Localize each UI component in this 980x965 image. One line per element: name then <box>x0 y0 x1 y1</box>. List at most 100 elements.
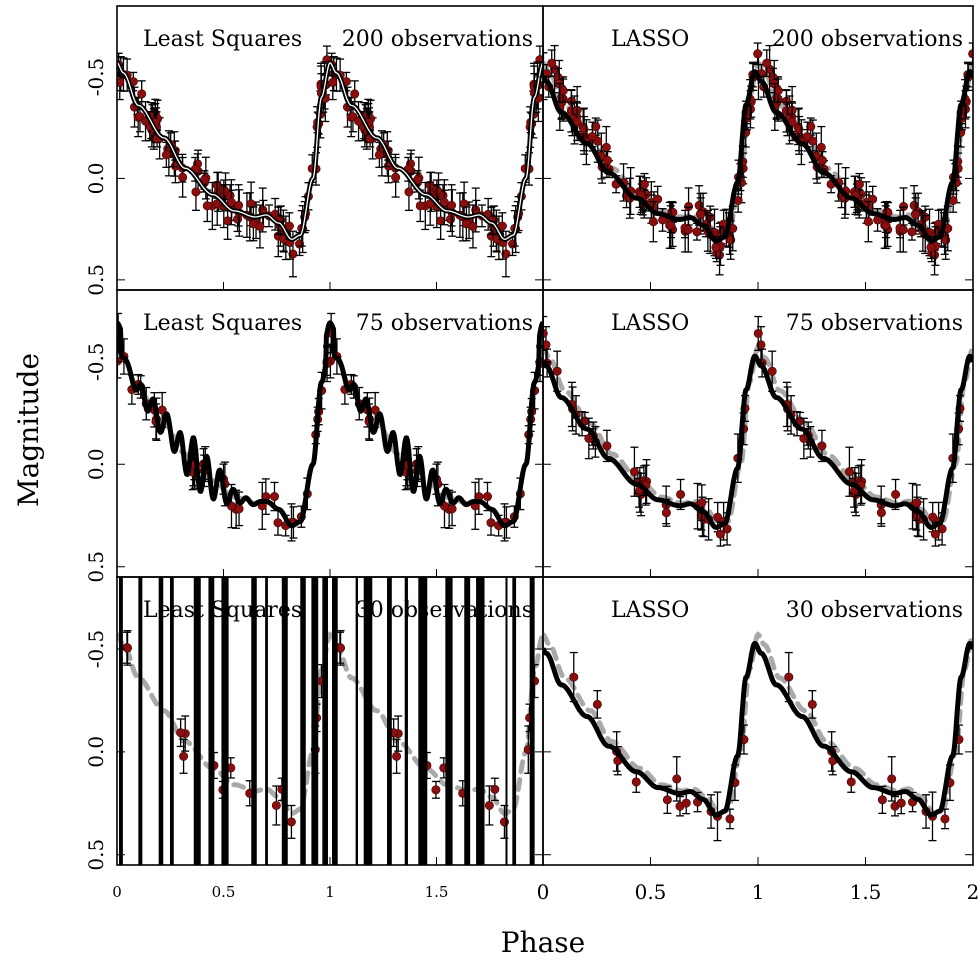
x-tick-label: 1.5 <box>425 883 449 901</box>
observation-point <box>817 441 827 451</box>
y-tick-label: 0.5 <box>84 551 108 583</box>
divergent-fit-spike <box>193 577 201 865</box>
observation-point <box>176 728 186 738</box>
observation-point <box>891 489 901 499</box>
divergent-fit-spike <box>265 577 268 865</box>
observation-point <box>592 699 602 709</box>
observation-point <box>447 504 457 514</box>
observation-point <box>881 220 891 230</box>
divergent-fit-spike <box>322 577 328 865</box>
observation-point <box>161 150 171 160</box>
observation-point <box>295 239 305 249</box>
x-tick-label: 0 <box>537 880 550 904</box>
observations-label: 75 observations <box>786 311 963 336</box>
fit-curve-line <box>117 320 543 529</box>
x-tick-label: 0 <box>112 883 122 901</box>
observation-point <box>328 77 338 87</box>
plot-area <box>117 577 543 865</box>
divergent-fit-spike <box>251 577 257 865</box>
divergent-fit-spike <box>332 577 338 865</box>
divergent-fit-spike <box>119 577 123 865</box>
observation-point <box>350 89 360 99</box>
divergent-fit-spike <box>363 577 373 865</box>
observation-point <box>486 518 496 528</box>
observation-point <box>672 774 682 784</box>
panel-6: 0 0.5 1 1.5 2 LASSO 30 observations <box>537 576 980 904</box>
x-tick-label: 2 <box>967 880 980 904</box>
observation-point <box>431 785 441 795</box>
divergent-fit-spike <box>158 577 164 865</box>
divergent-fit-spike <box>445 577 453 865</box>
observation-point <box>501 249 511 259</box>
divergent-fit-spike <box>512 577 517 865</box>
observation-point <box>683 225 693 235</box>
fit-curve-highlight <box>117 62 543 240</box>
method-label: Least Squares <box>143 311 302 336</box>
observation-point <box>484 800 494 810</box>
y-tick-label: 0.5 <box>84 839 108 871</box>
observations-label: 75 observations <box>356 311 533 336</box>
divergent-fit-group <box>119 577 535 865</box>
observation-point <box>629 467 639 477</box>
divergent-fit-spike <box>387 577 392 865</box>
observation-point <box>784 672 794 682</box>
y-tick-label: 0.5 <box>84 264 108 296</box>
observation-point <box>715 529 725 539</box>
y-tick-label: -0.5 <box>84 58 108 97</box>
observation-point <box>807 699 817 709</box>
observation-point <box>767 366 777 376</box>
divergent-fit-spike <box>404 577 408 865</box>
observation-point <box>844 467 854 477</box>
method-label: Least Squares <box>143 598 302 623</box>
observation-point <box>179 751 189 761</box>
panel-2: LASSO 200 observations <box>542 5 974 291</box>
panel-3: -0.5 0.0 0.5 Least Squares 75 observations <box>84 289 544 583</box>
divergent-fit-spike <box>529 577 535 865</box>
observation-point <box>269 492 279 502</box>
fit-curve-line <box>543 69 973 244</box>
divergent-fit-spike <box>208 577 215 865</box>
observations-group <box>543 315 965 547</box>
plot-area <box>543 315 973 547</box>
observation-point <box>569 672 579 682</box>
observations-label: 200 observations <box>342 27 533 52</box>
divergent-fit-spike <box>138 577 143 865</box>
y-tick-label: 0.0 <box>84 736 108 768</box>
observation-point <box>711 242 721 252</box>
observations-group <box>117 312 543 542</box>
observation-point <box>288 249 298 259</box>
observation-point <box>692 227 702 237</box>
observation-point <box>255 221 265 231</box>
divergent-fit-spike <box>355 577 358 865</box>
observation-point <box>392 751 402 761</box>
method-label: LASSO <box>611 598 689 623</box>
true-curve-line <box>543 631 973 817</box>
divergent-fit-spike <box>221 577 229 865</box>
observation-point <box>887 774 897 784</box>
x-tick-label: 0.5 <box>635 880 667 904</box>
panel-4: LASSO 75 observations <box>542 289 974 578</box>
y-axis-title: Magnitude <box>12 353 45 507</box>
x-axis-title: Phase <box>501 926 586 959</box>
observation-point <box>631 777 641 787</box>
y-tick-label: -0.5 <box>84 630 108 669</box>
plot-area <box>543 631 973 842</box>
observation-point <box>854 179 864 189</box>
divergent-fit-spike <box>169 577 174 865</box>
observation-point <box>468 221 478 231</box>
observation-point <box>404 187 414 197</box>
observation-point <box>602 441 612 451</box>
observation-point <box>459 199 469 209</box>
plot-area <box>117 312 543 542</box>
divergent-fit-spike <box>505 577 508 865</box>
observations-label: 200 observations <box>772 27 963 52</box>
observation-point <box>415 201 425 211</box>
plot-area <box>543 42 973 276</box>
observation-point <box>912 498 922 508</box>
panel-1: -0.5 0.0 0.5 Least Squares 200 observations <box>84 5 544 296</box>
observation-point <box>286 817 296 827</box>
observation-point <box>374 150 384 160</box>
observation-point <box>223 216 233 226</box>
x-tick-label: 1.5 <box>850 880 882 904</box>
